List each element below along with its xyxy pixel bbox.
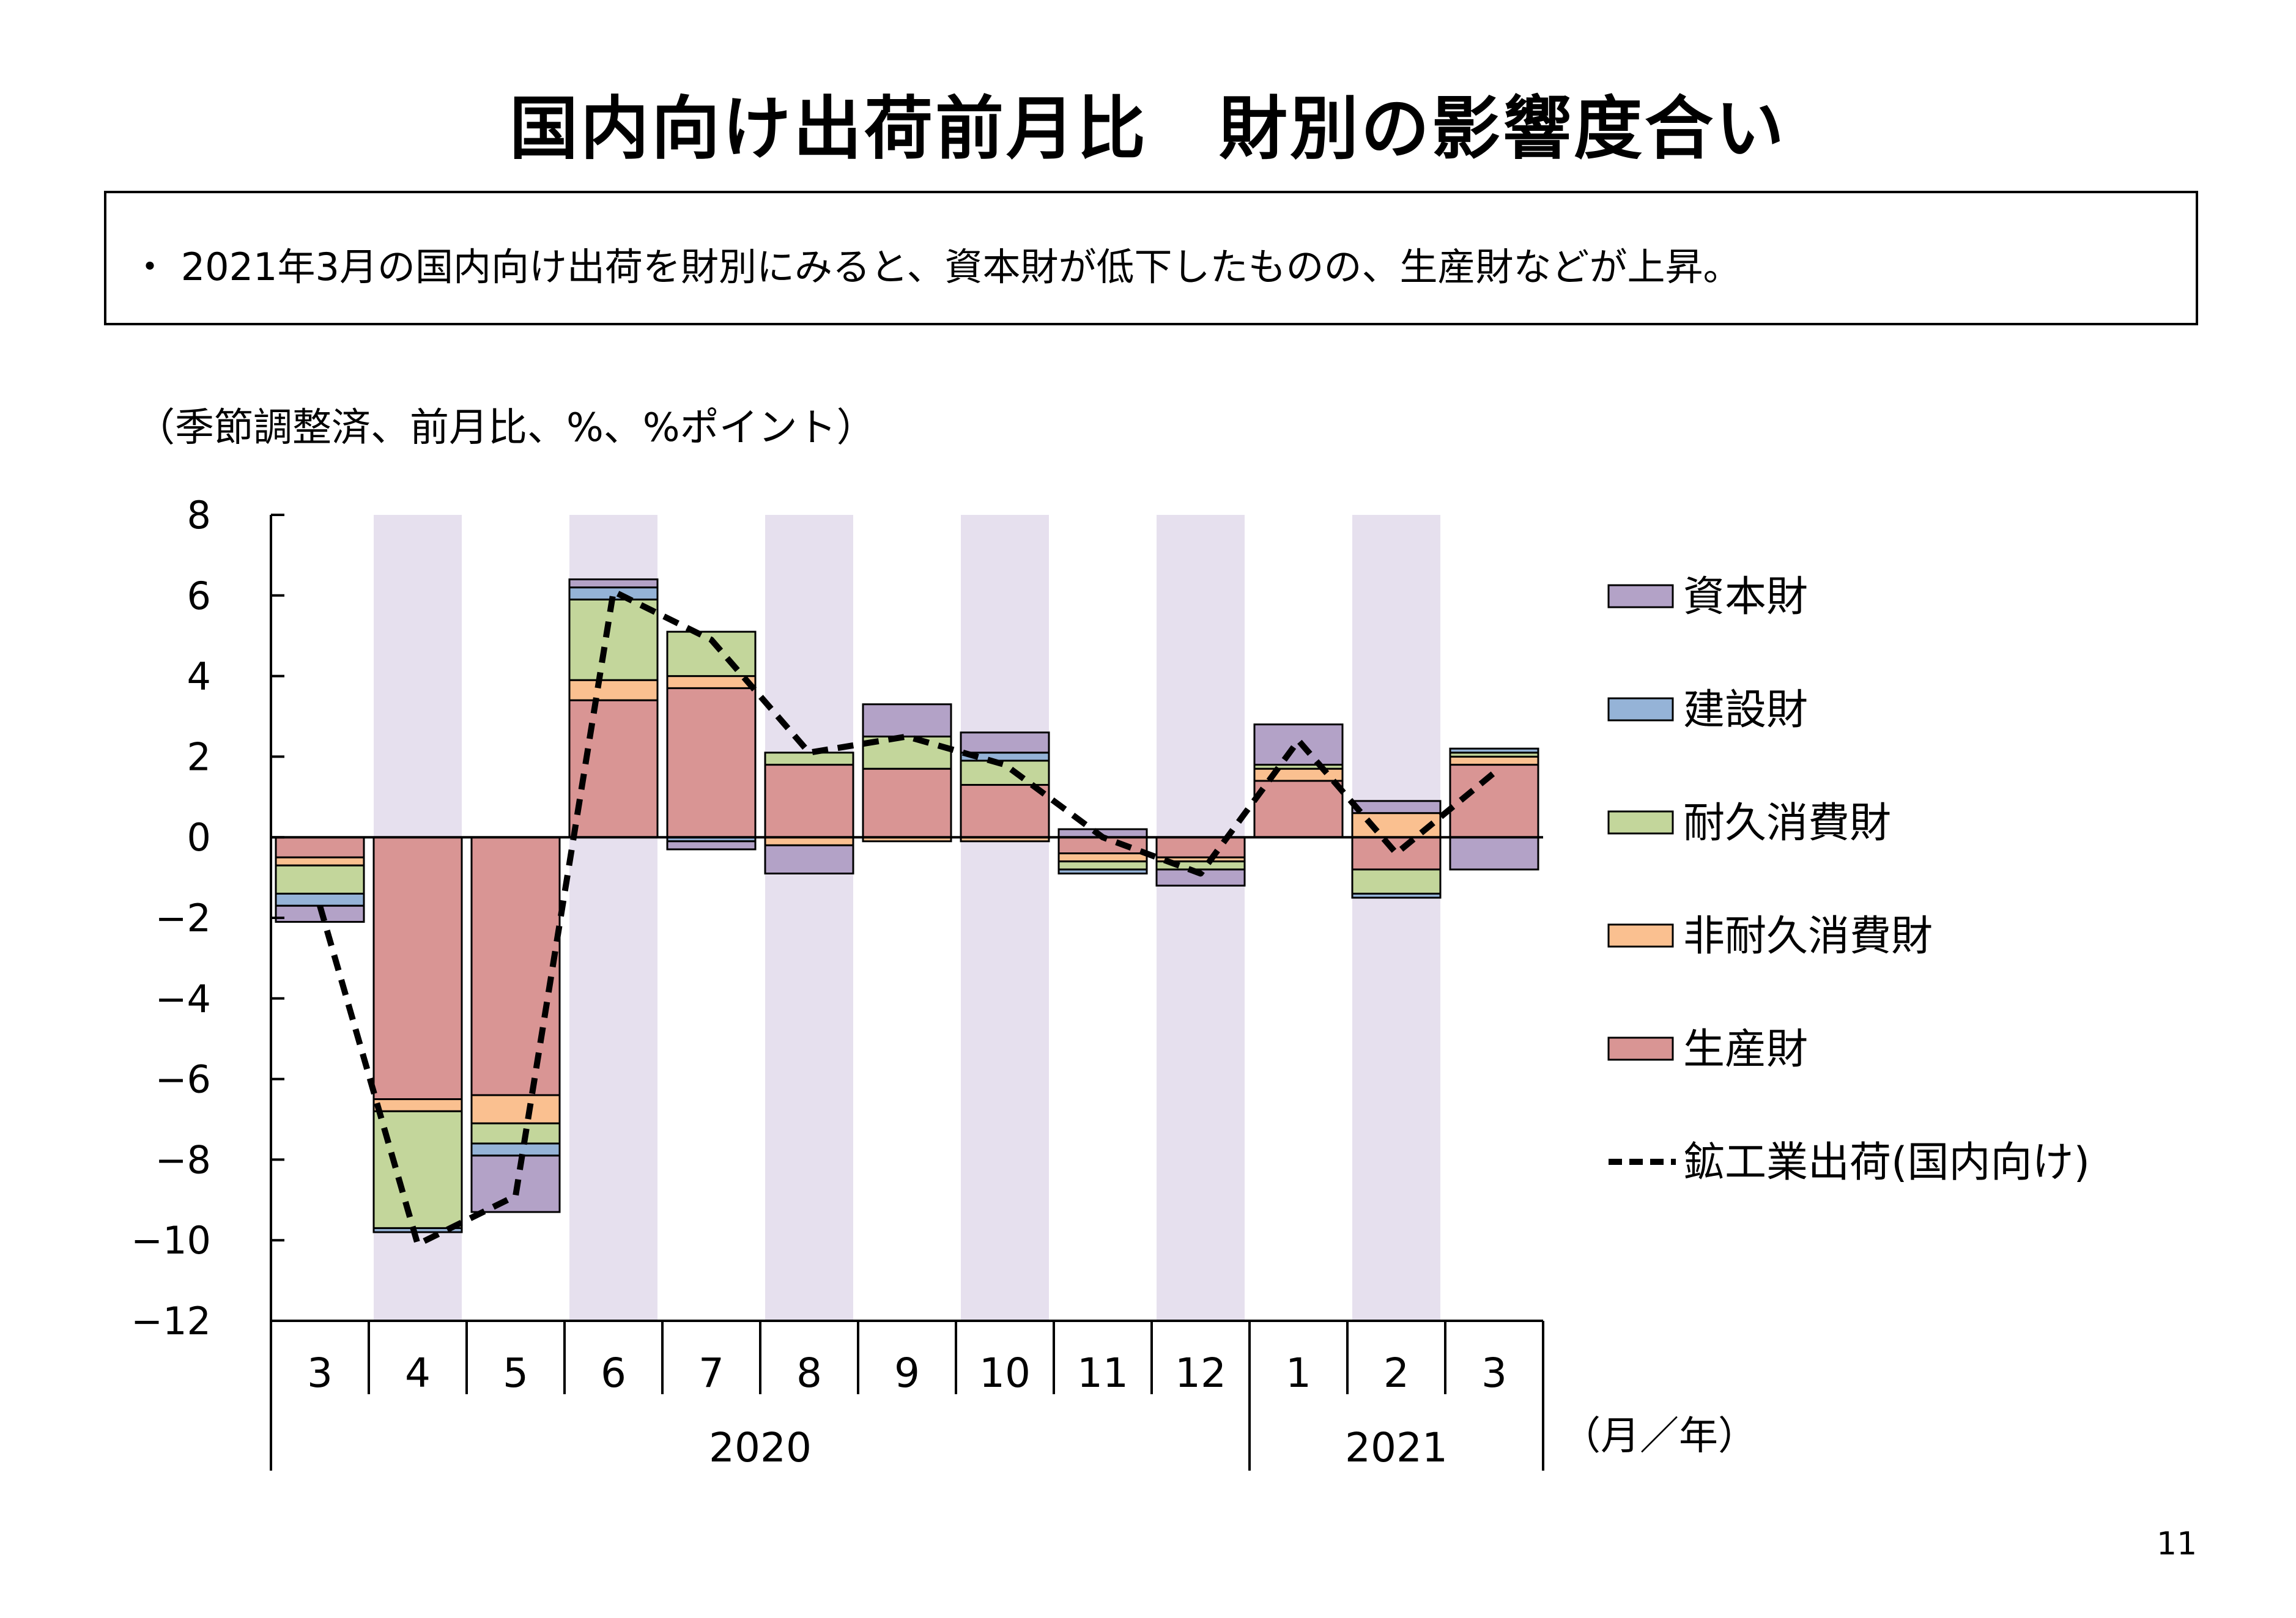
- bar-segment: [666, 675, 757, 689]
- y-tick-label: 6: [187, 574, 211, 618]
- bar-segment: [1449, 755, 1539, 766]
- legend-label: 非耐久消費財: [1683, 912, 1933, 961]
- shaded-band: [961, 515, 1049, 1321]
- y-tick-label: −6: [155, 1057, 211, 1102]
- bar-segment: [275, 864, 365, 895]
- y-tick-label: 8: [187, 493, 211, 537]
- bar-segment: [275, 836, 365, 859]
- units-note: （季節調整済、前月比、%、%ポイント）: [136, 405, 876, 451]
- bar-segment: [470, 1122, 561, 1145]
- bar-segment: [1351, 836, 1442, 871]
- x-tick-label: 1: [1286, 1350, 1311, 1397]
- bar-segment: [960, 784, 1050, 838]
- page-title: 国内向け出荷前月比 財別の影響度合い: [509, 89, 1787, 169]
- bar-segment: [1351, 868, 1442, 895]
- bar-segment: [960, 731, 1050, 754]
- y-tick-label: −2: [155, 896, 211, 940]
- bar-segment: [568, 598, 659, 681]
- bar-segment: [470, 836, 561, 1096]
- year-label: 2021: [1345, 1424, 1448, 1471]
- y-tick-label: 2: [187, 734, 211, 779]
- legend-swatch: [1607, 1036, 1674, 1061]
- bar-segment: [1253, 780, 1344, 838]
- bar-segment: [1449, 836, 1539, 871]
- bar-segment: [568, 679, 659, 701]
- bar-segment: [960, 759, 1050, 786]
- x-tick-label: 6: [601, 1350, 626, 1397]
- bar-segment: [1449, 764, 1539, 838]
- y-tick-label: −4: [155, 977, 211, 1021]
- shaded-band: [1157, 515, 1245, 1321]
- bar-segment: [862, 703, 952, 737]
- bar-segment: [470, 1142, 561, 1157]
- x-tick-label: 3: [307, 1350, 333, 1397]
- x-tick-label: 3: [1481, 1350, 1507, 1397]
- bar-segment: [666, 687, 757, 838]
- legend-label: 耐久消費財: [1683, 799, 1891, 848]
- x-axis-unit-label: （月／年）: [1561, 1414, 1757, 1459]
- bar-segment: [275, 892, 365, 907]
- bar-segment: [1449, 747, 1539, 754]
- bar-segment: [1155, 836, 1246, 859]
- summary-text: ・ 2021年3月の国内向け出荷を財別にみると、資本財が低下したものの、生産財な…: [131, 245, 1741, 289]
- bar-layer: [275, 578, 1539, 1233]
- bar-segment: [666, 840, 757, 851]
- page-number: 11: [2157, 1526, 2198, 1562]
- legend-label: 建設財: [1683, 686, 1808, 734]
- bar-segment: [764, 752, 854, 766]
- x-tick-label: 9: [894, 1350, 920, 1397]
- x-tick-label: 10: [979, 1350, 1031, 1397]
- bar-segment: [1057, 852, 1148, 863]
- bar-segment: [1351, 800, 1442, 815]
- y-tick-label: −10: [131, 1218, 211, 1263]
- shaded-band: [765, 515, 853, 1321]
- y-tick-label: 4: [187, 654, 211, 699]
- bar-segment: [372, 1227, 463, 1233]
- bar-segment: [275, 856, 365, 866]
- x-tick-label: 5: [503, 1350, 528, 1397]
- legend-label: 資本財: [1683, 573, 1808, 621]
- bar-segment: [1057, 868, 1148, 875]
- legend-swatch: [1607, 697, 1674, 722]
- bar-segment: [1351, 892, 1442, 899]
- bar-segment: [568, 699, 659, 838]
- legend-label: 生産財: [1683, 1025, 1808, 1074]
- summary-box: ・ 2021年3月の国内向け出荷を財別にみると、資本財が低下したものの、生産財な…: [104, 191, 2198, 325]
- bar-segment: [372, 1110, 463, 1229]
- bar-segment: [568, 578, 659, 589]
- bar-segment: [470, 1094, 561, 1125]
- y-tick-label: −8: [155, 1137, 211, 1182]
- bar-segment: [372, 1098, 463, 1112]
- year-label: 2020: [709, 1424, 812, 1471]
- legend-swatch: [1607, 584, 1674, 608]
- bar-segment: [372, 836, 463, 1101]
- x-tick-label: 8: [796, 1350, 822, 1397]
- bar-segment: [862, 767, 952, 838]
- legend-swatch: [1607, 810, 1674, 835]
- bar-segment: [764, 764, 854, 838]
- bar-segment: [764, 844, 854, 875]
- x-tick-label: 7: [698, 1350, 724, 1397]
- bar-segment: [1057, 860, 1148, 871]
- y-tick-label: −12: [131, 1299, 211, 1343]
- legend-label: 鉱工業出荷(国内向け): [1683, 1139, 2090, 1187]
- x-tick-label: 11: [1077, 1350, 1128, 1397]
- x-tick-label: 4: [405, 1350, 431, 1397]
- x-tick-label: 2: [1383, 1350, 1409, 1397]
- y-tick-label: 0: [187, 815, 211, 860]
- x-tick-label: 12: [1175, 1350, 1226, 1397]
- shaded-band: [1352, 515, 1440, 1321]
- legend-swatch: [1607, 923, 1674, 948]
